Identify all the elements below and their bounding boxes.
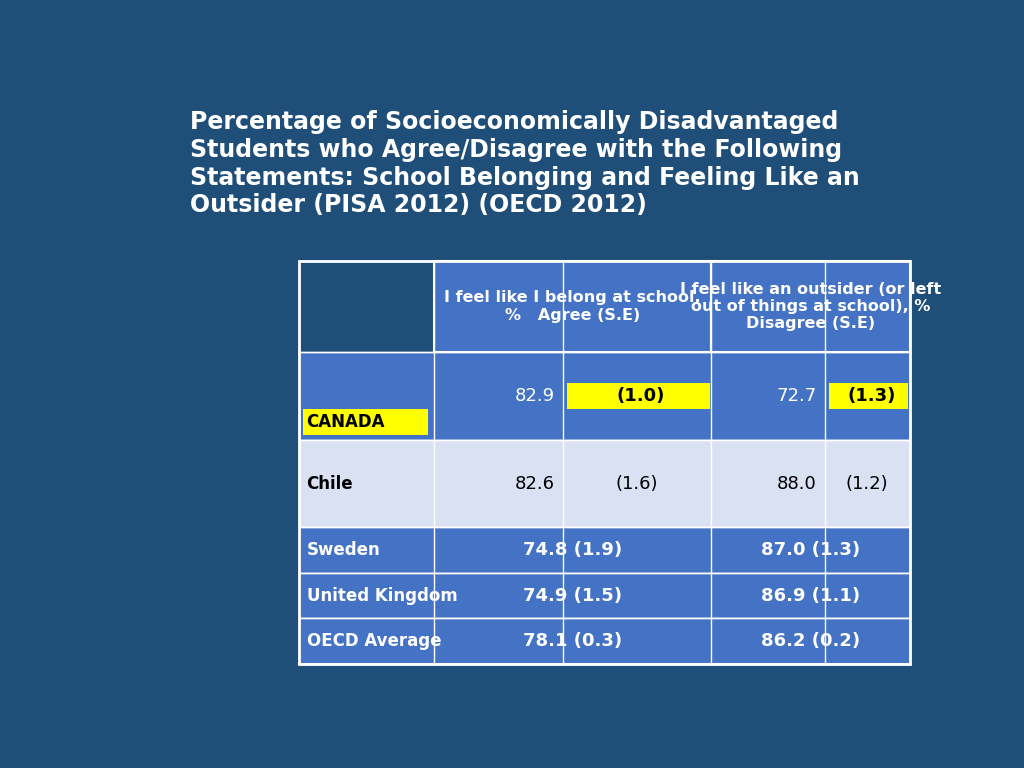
Bar [567, 382, 710, 409]
Text: 72.7: 72.7 [776, 387, 817, 405]
Text: (1.0): (1.0) [616, 387, 666, 405]
Text: 82.6: 82.6 [515, 475, 555, 492]
Bar [828, 382, 908, 409]
Text: 87.0 (1.3): 87.0 (1.3) [761, 541, 860, 559]
Text: CANADA: CANADA [306, 413, 385, 431]
Bar [433, 260, 712, 353]
Bar [299, 440, 909, 528]
Text: (1.3): (1.3) [847, 387, 895, 405]
Text: 86.2 (0.2): 86.2 (0.2) [761, 632, 860, 650]
Text: OECD Average: OECD Average [306, 632, 441, 650]
Bar [299, 353, 909, 440]
Text: I feel like an outsider (or left
out of things at school), %
Disagree (S.E): I feel like an outsider (or left out of … [680, 282, 941, 332]
Bar [712, 260, 909, 353]
Text: United Kingdom: United Kingdom [306, 587, 458, 604]
Bar [299, 528, 909, 573]
Text: 74.8 (1.9): 74.8 (1.9) [523, 541, 622, 559]
Bar [303, 409, 428, 435]
Bar [299, 618, 909, 664]
Text: 74.9 (1.5): 74.9 (1.5) [523, 587, 622, 604]
Text: 88.0: 88.0 [777, 475, 817, 492]
Text: Percentage of Socioeconomically Disadvantaged
Students who Agree/Disagree with t: Percentage of Socioeconomically Disadvan… [189, 110, 860, 217]
Text: 82.9: 82.9 [515, 387, 555, 405]
Text: 86.9 (1.1): 86.9 (1.1) [761, 587, 860, 604]
Text: (1.6): (1.6) [615, 475, 658, 492]
Text: I feel like I belong at school,
%   Agree (S.E): I feel like I belong at school, % Agree … [444, 290, 700, 323]
Text: (1.2): (1.2) [846, 475, 889, 492]
Text: Chile: Chile [306, 475, 353, 492]
Text: Sweden: Sweden [306, 541, 380, 559]
Text: 78.1 (0.3): 78.1 (0.3) [523, 632, 622, 650]
Bar [299, 573, 909, 618]
Bar [299, 260, 909, 664]
